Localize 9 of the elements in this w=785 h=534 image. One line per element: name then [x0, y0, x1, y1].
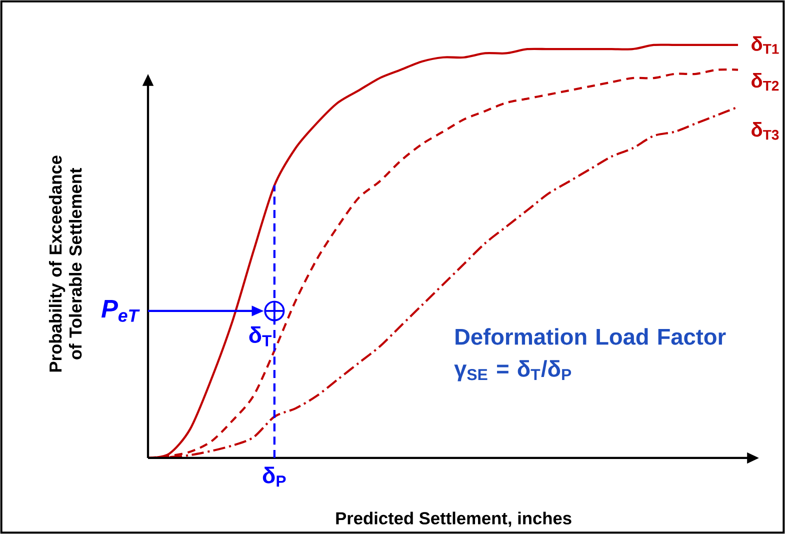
annotation: δ$_{T}$: [249, 326, 272, 346]
text: δ$_{P}$: [262, 466, 286, 487]
x-axis-title: Predicted Settlement, inches: [336, 512, 572, 527]
series-label: δ$_{T2}$: [752, 72, 779, 91]
series-label: δ$_{T3}$: [752, 122, 779, 140]
series-label: δ$_{T1}$: [752, 36, 779, 54]
annotation: Deformation Load Factor γ$_{SE}$ = δ$_{T}$/δ$_{P}$: [454, 328, 726, 382]
ref-line-label: P$_{eT}$: [101, 300, 140, 322]
y-axis-title: Probability of Exceedance of Tolerable Settlement: [48, 156, 82, 372]
